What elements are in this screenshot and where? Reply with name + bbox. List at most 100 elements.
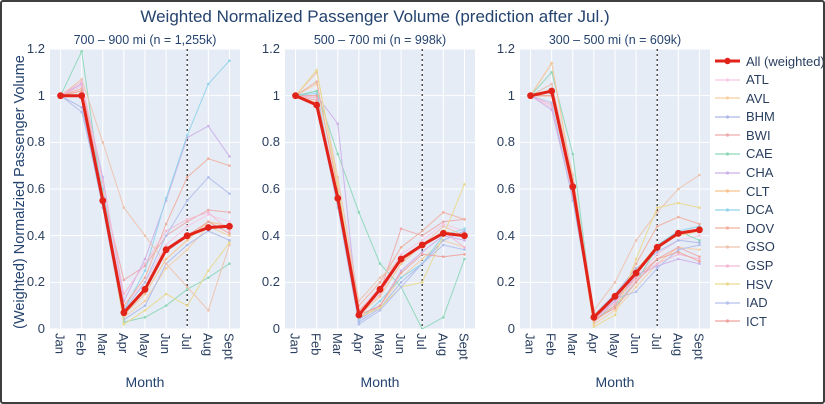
legend-item-hsv[interactable]: HSV <box>714 276 823 292</box>
x-tick-label: Sept <box>221 333 237 360</box>
x-tick-label: Mar <box>94 333 110 356</box>
legend-item-avl[interactable]: AVL <box>714 91 823 106</box>
x-tick-label: Jan <box>52 333 68 354</box>
y-tick-label: 0 <box>37 321 45 336</box>
legend-line-marker-icon <box>714 296 741 310</box>
x-tick-label: Jun <box>393 333 409 354</box>
legend-label: CAE <box>746 146 773 162</box>
legend-label: ICT <box>746 313 767 329</box>
legend-label: HSV <box>746 276 773 292</box>
y-tick-label: 0.4 <box>26 227 45 243</box>
legend-label: CHA <box>746 165 774 181</box>
legend-line-marker-icon <box>714 314 741 328</box>
y-tick-label: 1.2 <box>261 41 280 56</box>
y-tick-label: 0.6 <box>496 181 515 196</box>
legend-line-marker-icon <box>714 240 741 254</box>
legend-line-marker-icon <box>714 221 741 235</box>
legend-item-gso[interactable]: GSO <box>714 239 823 255</box>
legend-line-marker-icon <box>714 184 741 198</box>
x-tick-label: May <box>372 333 387 358</box>
legend-line-marker-icon <box>714 277 741 291</box>
legend-item-clt[interactable]: CLT <box>714 183 823 199</box>
legend-label: GSO <box>746 239 775 255</box>
y-tick-label: 0.8 <box>261 134 280 150</box>
x-tick-label: May <box>607 333 622 358</box>
x-tick-label: Feb <box>308 333 324 356</box>
plot-area[interactable] <box>520 49 710 329</box>
legend-label: DCA <box>746 202 774 218</box>
x-axis-title: Month <box>360 374 400 390</box>
y-tick-label: 0.2 <box>261 274 280 290</box>
legend-item-ict[interactable]: ICT <box>714 313 823 329</box>
y-tick-label: 0.4 <box>496 227 515 243</box>
legend-item-dca[interactable]: DCA <box>714 202 823 218</box>
subplot-title: 300 – 500 mi (n = 609k) <box>548 33 682 47</box>
x-tick-label: Jun <box>158 333 174 354</box>
legend-item-atl[interactable]: ATL <box>714 72 823 87</box>
legend-item-dov[interactable]: DOV <box>714 220 823 236</box>
plot-area[interactable] <box>285 49 475 329</box>
legend-line-marker-icon <box>714 259 741 273</box>
legend-label: DOV <box>746 220 775 236</box>
x-tick-label: Sept <box>691 333 707 360</box>
x-tick-label: Jul <box>414 333 430 350</box>
y-tick-label: 0 <box>272 321 280 336</box>
legend-line-marker-icon <box>714 203 741 217</box>
chart-title: Weighted Normalized Passenger Volume (pr… <box>140 7 610 26</box>
legend-line-marker-icon <box>714 128 741 142</box>
legend-label: GSP <box>746 258 774 274</box>
subplot-title: 700 – 900 mi (n = 1,255k) <box>73 33 217 47</box>
legend-item-gsp[interactable]: GSP <box>714 258 823 274</box>
legend-item-all-weighted-[interactable]: All (weighted) <box>714 53 825 69</box>
legend-item-bhm[interactable]: BHM <box>714 109 823 125</box>
y-tick-label: 0.2 <box>26 274 45 290</box>
plot-area[interactable] <box>50 49 240 329</box>
x-tick-label: Mar <box>329 333 345 356</box>
x-tick-label: Jan <box>287 333 303 354</box>
x-tick-label: Jun <box>628 333 644 354</box>
y-tick-label: 0.8 <box>26 134 45 150</box>
y-tick-label: 1.2 <box>496 41 515 56</box>
x-axis-title: Month <box>125 374 165 390</box>
legend-item-cae[interactable]: CAE <box>714 146 823 162</box>
legend: All (weighted) ATL AVL BHM BWI CAE CHA CLT DCA DO… <box>714 53 825 329</box>
x-tick-label: Aug <box>435 333 451 357</box>
legend-line-marker-icon <box>714 110 741 124</box>
x-tick-label: Aug <box>670 333 686 357</box>
x-tick-label: May <box>137 333 152 358</box>
x-tick-label: Apr <box>350 333 366 354</box>
legend-item-iad[interactable]: IAD <box>714 295 823 311</box>
y-tick-label: 0 <box>507 321 515 336</box>
x-tick-label: Apr <box>115 333 131 354</box>
legend-label: All (weighted) <box>746 53 825 69</box>
legend-line-marker-icon <box>714 91 741 105</box>
legend-label: CLT <box>746 183 770 199</box>
legend-label: BWI <box>746 127 771 143</box>
legend-line-marker-icon <box>714 54 741 68</box>
x-tick-label: Sept <box>456 333 472 360</box>
x-tick-label: Jul <box>179 333 195 350</box>
legend-line-marker-icon <box>714 147 741 161</box>
y-tick-label: 0.6 <box>261 181 280 196</box>
subplot-title: 500 – 700 mi (n = 998k) <box>313 33 447 47</box>
x-tick-label: Aug <box>200 333 216 357</box>
legend-item-bwi[interactable]: BWI <box>714 127 823 143</box>
legend-item-cha[interactable]: CHA <box>714 165 823 181</box>
x-tick-label: Jan <box>522 333 538 354</box>
y-tick-label: 1 <box>272 87 280 103</box>
y-tick-label: 0.8 <box>496 134 515 150</box>
x-axis-title: Month <box>595 374 635 390</box>
y-tick-label: 1.2 <box>26 41 45 56</box>
y-tick-label: 1 <box>37 87 45 103</box>
legend-label: BHM <box>746 109 775 125</box>
x-tick-label: Feb <box>73 333 89 356</box>
legend-line-marker-icon <box>714 166 741 180</box>
y-tick-label: 0.6 <box>26 181 45 196</box>
x-tick-label: Feb <box>543 333 559 356</box>
y-tick-label: 0.2 <box>496 274 515 290</box>
y-tick-label: 0.4 <box>261 227 280 243</box>
x-tick-label: Mar <box>564 333 580 356</box>
legend-label: IAD <box>746 295 768 311</box>
legend-line-marker-icon <box>714 73 741 87</box>
